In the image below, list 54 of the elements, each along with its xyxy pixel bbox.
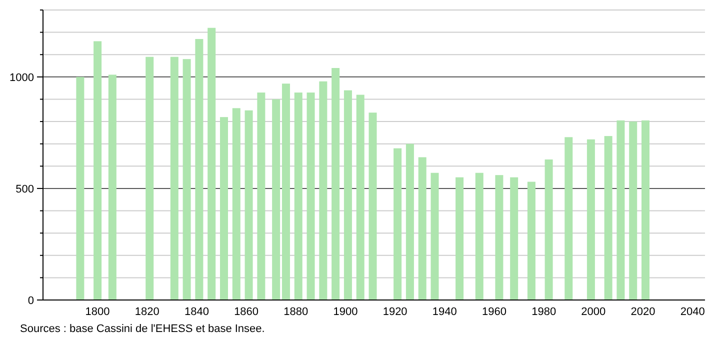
bar xyxy=(294,92,302,300)
bar xyxy=(406,144,414,300)
x-tick-label: 1840 xyxy=(184,306,209,318)
bar xyxy=(604,136,612,300)
bar xyxy=(586,139,595,300)
bar xyxy=(629,122,638,300)
bar xyxy=(76,76,84,300)
bar xyxy=(319,81,328,300)
bar xyxy=(641,120,650,300)
source-note: Sources : base Cassini de l'EHESS et base Insee. xyxy=(20,323,265,335)
bar xyxy=(495,175,504,300)
bar xyxy=(208,28,216,300)
bar xyxy=(368,112,377,300)
x-tick-label: 1940 xyxy=(432,306,457,318)
bar xyxy=(356,94,364,300)
x-tick-label: 1860 xyxy=(234,306,259,318)
bar xyxy=(244,110,253,300)
bar xyxy=(232,108,240,300)
bar xyxy=(220,117,228,300)
x-tick-label: 2000 xyxy=(581,306,606,318)
bar xyxy=(475,172,484,300)
bar xyxy=(272,99,280,300)
bar xyxy=(510,177,518,300)
bar xyxy=(456,177,464,300)
bar xyxy=(146,56,154,300)
bar xyxy=(306,92,315,300)
x-tick-label: 1880 xyxy=(284,306,308,318)
x-tick-label: 1900 xyxy=(333,306,358,318)
x-tick-label: 1960 xyxy=(482,306,506,318)
bar xyxy=(332,68,340,300)
bar xyxy=(282,84,290,300)
bar xyxy=(182,59,191,300)
bar xyxy=(344,90,352,300)
y-tick-label: 1000 xyxy=(10,72,34,84)
x-tick-label: 2020 xyxy=(630,306,656,318)
bar xyxy=(544,159,553,300)
bar xyxy=(418,157,426,300)
x-tick-label: 1820 xyxy=(134,306,160,318)
y-tick-label: 0 xyxy=(28,294,34,307)
bar xyxy=(170,56,178,300)
bar xyxy=(430,172,439,300)
y-tick-label: 500 xyxy=(16,183,34,196)
x-tick-label: 1920 xyxy=(382,306,408,318)
bar xyxy=(394,148,402,300)
bar xyxy=(616,120,625,300)
bar xyxy=(257,92,266,300)
bar xyxy=(195,39,204,300)
x-tick-label: 1800 xyxy=(85,306,110,318)
bar xyxy=(94,41,102,300)
x-tick-label: 2040 xyxy=(680,306,705,318)
bar xyxy=(527,182,536,300)
bar xyxy=(564,137,573,300)
x-tick-label: 1980 xyxy=(532,306,556,318)
bar xyxy=(108,74,116,300)
